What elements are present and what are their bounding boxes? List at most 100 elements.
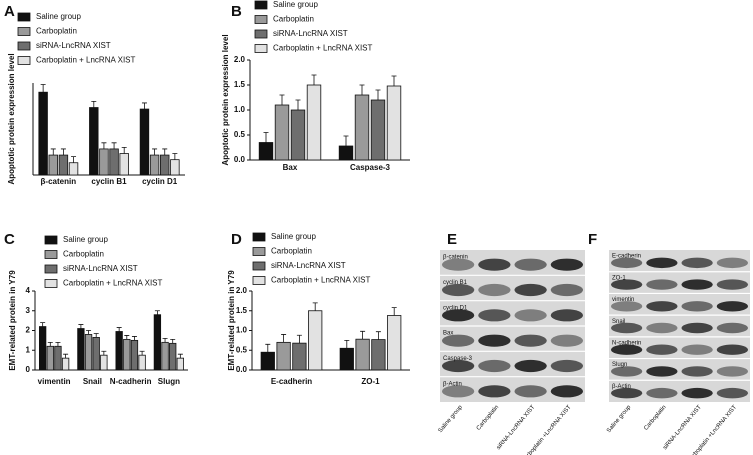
blot-row-label: cyclin B1 bbox=[443, 280, 468, 286]
y-tick-label: 1.5 bbox=[234, 80, 246, 89]
error-bar bbox=[101, 350, 107, 356]
bar bbox=[290, 109, 306, 161]
legend-swatch bbox=[252, 261, 266, 271]
bar bbox=[109, 148, 119, 176]
y-tick-label: 2 bbox=[26, 326, 31, 335]
bar bbox=[176, 357, 185, 371]
error-bar bbox=[124, 335, 130, 340]
error-bar bbox=[295, 99, 301, 110]
blot-row-label: Caspase-3 bbox=[443, 356, 473, 362]
blot-band bbox=[514, 309, 547, 322]
legend-label: siRNA-LncRNA XIST bbox=[273, 29, 348, 38]
error-bar bbox=[263, 132, 269, 143]
legend-label: Carboplatin bbox=[271, 247, 312, 256]
bar bbox=[161, 341, 169, 371]
error-bar bbox=[116, 327, 122, 332]
error-bar bbox=[101, 142, 107, 149]
error-bar bbox=[131, 336, 137, 341]
legend-swatch bbox=[252, 247, 266, 256]
error-bar bbox=[111, 142, 117, 149]
bar bbox=[54, 345, 62, 371]
error-bar bbox=[91, 101, 97, 108]
error-bar bbox=[360, 330, 366, 340]
y-tick-label: 0.0 bbox=[234, 155, 246, 164]
blot-band bbox=[611, 366, 643, 377]
blot-band bbox=[442, 283, 475, 297]
error-bar bbox=[170, 338, 176, 344]
error-bar bbox=[281, 334, 287, 343]
legend-label: siRNA-LncRNA XIST bbox=[36, 41, 111, 50]
blot-band bbox=[716, 322, 748, 334]
bar bbox=[84, 334, 93, 371]
error-bar bbox=[47, 341, 53, 347]
bar bbox=[354, 94, 370, 161]
bar bbox=[153, 314, 162, 371]
bar bbox=[68, 162, 79, 176]
blot-band bbox=[716, 344, 748, 355]
legend-swatch bbox=[254, 44, 268, 53]
blot-row-label: β-Actin bbox=[612, 384, 631, 390]
x-tick-label: Slugn bbox=[158, 377, 180, 386]
bar bbox=[89, 107, 99, 176]
error-bar bbox=[391, 75, 397, 86]
y-axis-label: EMT-related protein in Y79 bbox=[227, 270, 236, 371]
blot-band bbox=[611, 279, 643, 290]
bar bbox=[258, 142, 274, 161]
panel-letter: A bbox=[4, 3, 15, 20]
lane-label: siRNA-LncRNA XIST bbox=[662, 404, 703, 451]
bar bbox=[370, 99, 386, 161]
blot-band bbox=[716, 366, 748, 377]
error-bar bbox=[177, 353, 183, 359]
legend-swatch bbox=[44, 264, 58, 274]
blot-band bbox=[442, 385, 475, 398]
error-bar bbox=[40, 84, 46, 93]
bar bbox=[138, 354, 146, 371]
y-tick-label: 1.0 bbox=[234, 105, 246, 114]
blot-band bbox=[514, 359, 547, 373]
legend-swatch bbox=[44, 250, 58, 259]
x-tick-label: Bax bbox=[283, 163, 298, 172]
legend-label: Carboplatin + LncRNA XIST bbox=[273, 44, 372, 53]
blot-band bbox=[442, 334, 475, 347]
legend-swatch bbox=[252, 276, 266, 285]
bar bbox=[46, 345, 54, 371]
bar bbox=[339, 347, 354, 371]
panel-letter: B bbox=[231, 3, 242, 20]
x-tick-label: Caspase-3 bbox=[350, 163, 391, 172]
blot-row-label: N-cadherin bbox=[612, 341, 641, 347]
blot-band bbox=[646, 366, 678, 377]
blot-row-label: Bax bbox=[443, 331, 453, 337]
x-tick-label: Snail bbox=[83, 377, 102, 386]
bar bbox=[119, 153, 129, 176]
error-bar bbox=[265, 343, 271, 353]
bar bbox=[77, 328, 85, 371]
blot-band bbox=[478, 359, 511, 373]
y-tick-label: 3 bbox=[26, 306, 31, 315]
y-tick-label: 2.0 bbox=[234, 55, 246, 64]
blot-band bbox=[550, 359, 583, 373]
blot-row-label: vimentin bbox=[612, 297, 634, 303]
bar bbox=[99, 148, 109, 176]
blot-row-label: β-catenin bbox=[443, 255, 468, 261]
legend-label: Carboplatin + LncRNA XIST bbox=[63, 279, 162, 288]
y-tick-label: 4 bbox=[26, 286, 31, 295]
blot-band bbox=[478, 258, 511, 271]
blot-band bbox=[478, 309, 511, 322]
error-bar bbox=[55, 341, 61, 347]
blot-band bbox=[550, 309, 583, 322]
error-bar bbox=[375, 331, 381, 340]
error-bar bbox=[71, 156, 77, 163]
bar bbox=[123, 338, 131, 371]
x-tick-label: vimentin bbox=[38, 377, 71, 386]
x-tick-label: β-catenin bbox=[41, 177, 77, 186]
x-tick-label: ZO-1 bbox=[361, 377, 380, 386]
y-tick-label: 0.5 bbox=[234, 130, 246, 139]
error-bar bbox=[162, 338, 168, 343]
panel-letter: F bbox=[588, 231, 597, 248]
blot-band bbox=[514, 283, 547, 297]
panel-letter: E bbox=[447, 231, 457, 248]
error-bar bbox=[93, 333, 99, 338]
legend-label: Carboplatin bbox=[63, 250, 104, 259]
blot-band bbox=[550, 334, 583, 347]
error-bar bbox=[343, 135, 349, 146]
